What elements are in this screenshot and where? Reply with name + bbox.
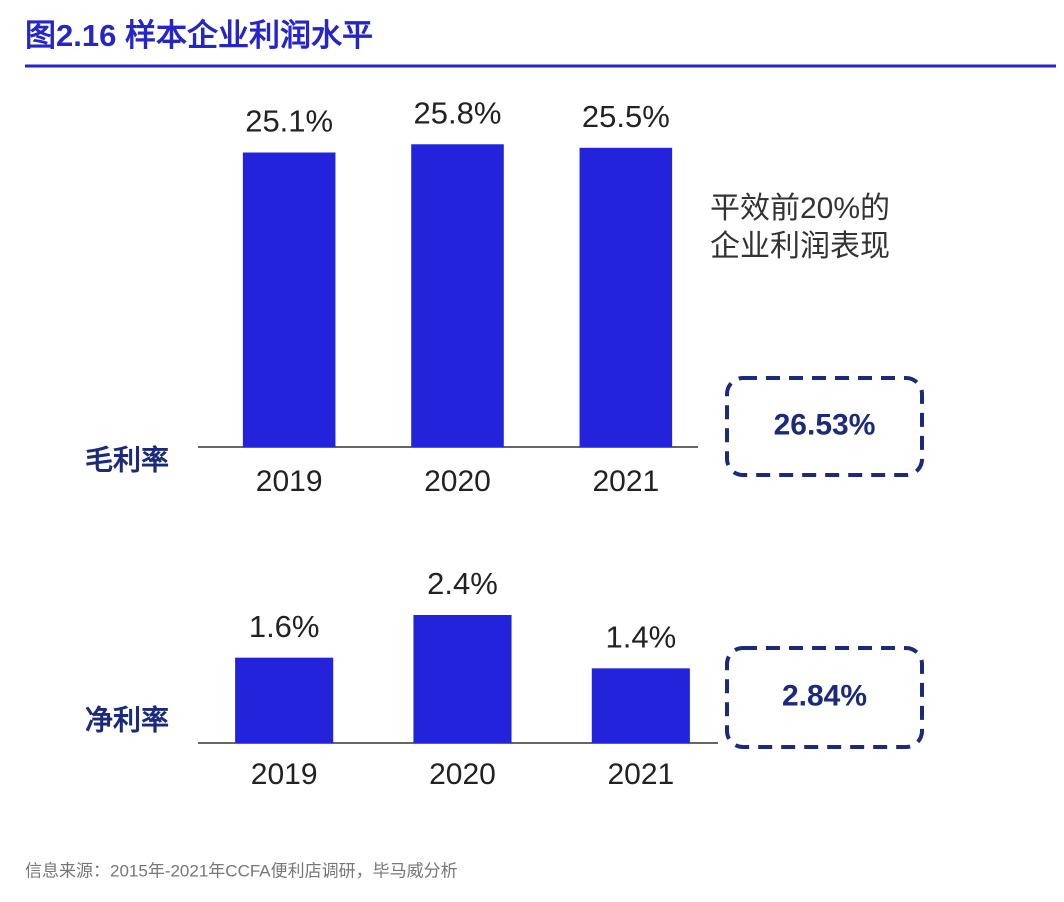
bar	[591, 668, 690, 743]
chart-title: 毛利率	[85, 443, 169, 475]
chart-title: 净利率	[85, 703, 169, 735]
bar	[413, 615, 512, 743]
value-label: 2.4%	[427, 566, 498, 601]
callout-value: 2.84%	[782, 679, 867, 712]
bar	[242, 152, 336, 447]
value-label: 1.4%	[605, 620, 676, 655]
callout-value: 26.53%	[774, 408, 876, 441]
callout-box	[725, 646, 924, 749]
callout-box	[725, 376, 924, 477]
x-tick-label: 2019	[251, 758, 318, 791]
x-tick-label: 2020	[429, 758, 496, 791]
value-label: 25.8%	[414, 95, 502, 130]
x-tick-label: 2021	[607, 758, 674, 791]
page-title: 图2.16 样本企业利润水平	[25, 18, 373, 53]
bar	[411, 144, 504, 447]
x-tick-label: 2021	[592, 465, 659, 498]
value-label: 1.6%	[249, 609, 320, 644]
bar	[235, 657, 334, 743]
bar	[579, 147, 673, 448]
annotation: 平效前20%的	[710, 192, 890, 225]
value-label: 25.5%	[582, 99, 670, 134]
annotation: 企业利润表现	[710, 230, 890, 263]
x-tick-label: 2019	[256, 465, 323, 498]
value-label: 25.1%	[245, 104, 333, 139]
source-note: 信息来源：2015年-2021年CCFA便利店调研，毕马威分析	[25, 861, 458, 880]
x-tick-label: 2020	[424, 465, 491, 498]
